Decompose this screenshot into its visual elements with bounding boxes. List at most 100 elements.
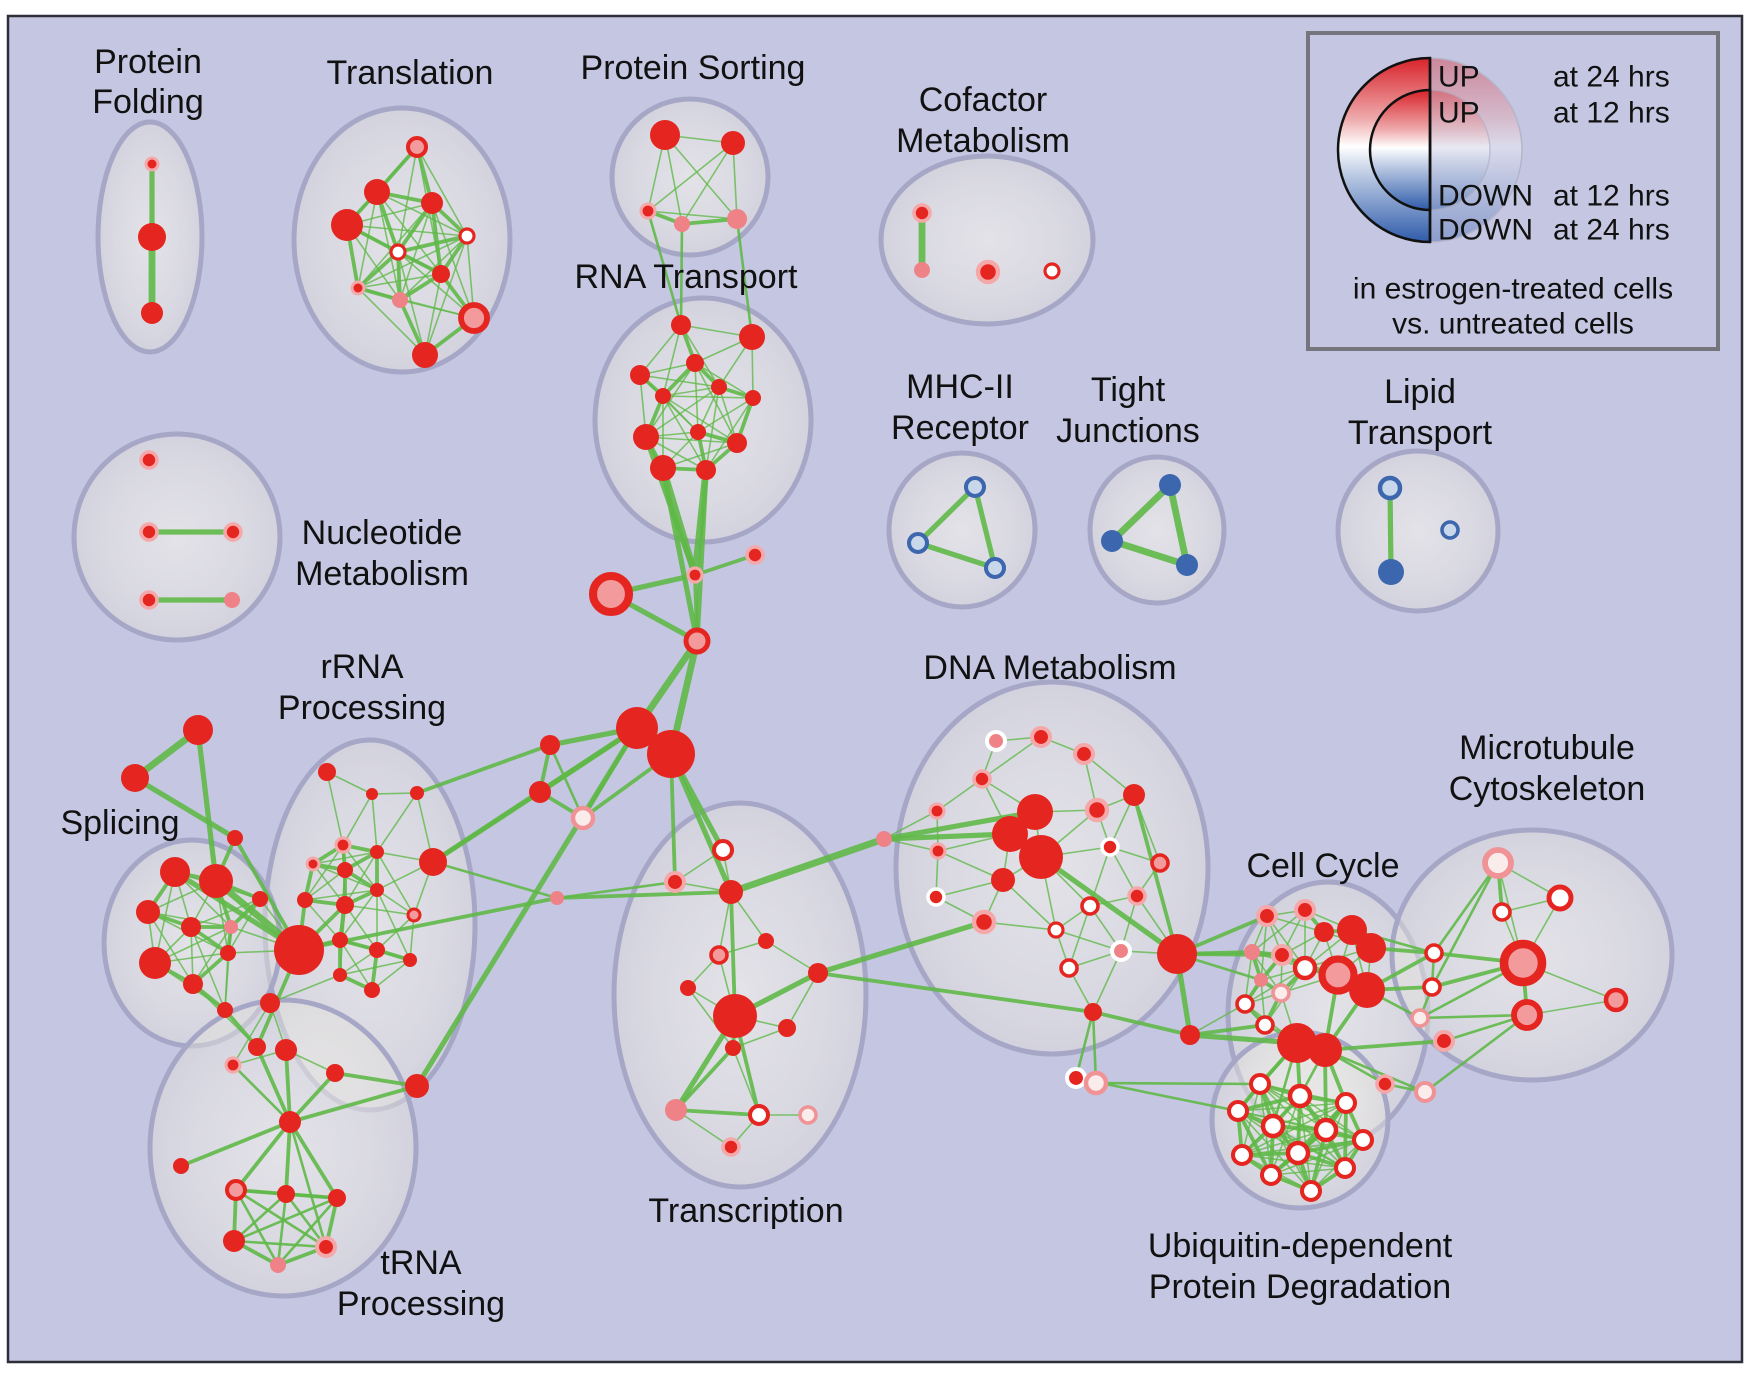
edge-tr [357,191,378,289]
cluster-label-rr: rRNA [320,648,403,686]
edge-link [333,1071,419,1088]
node-y11 [1235,994,1255,1014]
edge-rt [662,324,682,397]
node-cc0 [686,566,704,584]
edge-sp [227,898,261,954]
node-tc8 [713,994,757,1038]
node-d12 [1100,837,1120,857]
node-y7 [1292,955,1318,981]
node-d7 [1019,835,1063,879]
edge-tc [687,987,734,1049]
node-m1 [1546,884,1574,912]
node-rr16 [364,982,380,998]
node-tn3 [223,1230,245,1252]
node-tnh [279,1111,301,1133]
edge-rr [339,889,378,941]
node-sp4 [224,920,238,934]
node-tc7 [680,980,696,996]
edge-tc [786,972,819,1029]
node-tc10 [725,1040,741,1056]
node-tr6 [432,265,450,283]
edge-link [276,1196,339,1267]
edge-link [232,1239,328,1249]
node-lp2 [1440,520,1460,540]
edge-link [255,1045,292,1124]
edge-rr [344,904,378,951]
node-rt1 [739,324,765,350]
edge-rr [339,959,411,976]
node-d16 [1127,886,1147,906]
node-y13 [1255,1015,1275,1035]
edge-link [660,465,700,644]
node-sp10 [248,1038,266,1056]
edge-rt [697,397,754,433]
cluster-label-nm: Nucleotide [302,514,463,552]
edge-ps [664,134,738,220]
edge-rr [344,904,415,916]
cluster-label-cf: Metabolism [896,122,1070,160]
node-rr19 [326,1064,344,1082]
node-nm2 [223,522,243,542]
node-pf1 [138,223,166,251]
edge-link [431,860,559,900]
edge-rr [304,844,344,901]
node-layer [121,120,1629,1273]
node-u3 [1226,1099,1250,1123]
node-lp1 [1378,559,1404,585]
node-y9 [1349,972,1385,1008]
edge-link [1423,1013,1529,1094]
edge-rt [645,436,738,444]
node-pf2 [141,302,163,324]
edge-ps [647,210,738,220]
cluster-label-dm: DNA Metabolism [923,649,1176,687]
edge-ps [732,142,738,220]
node-rr2 [410,786,424,800]
node-ps1 [721,131,745,155]
node-sp0 [160,857,190,887]
edge-rt [662,395,754,399]
node-cc4 [616,707,658,749]
node-nm0 [139,450,159,470]
node-tc9 [778,1019,796,1037]
edge-link [1074,1010,1095,1080]
node-rt2 [686,354,704,372]
node-tr1 [364,179,390,205]
cluster-label-pf: Folding [92,83,204,121]
legend-time-label: at 12 hrs [1553,180,1670,213]
cluster-label-ub: Ubiquitin-dependent [1148,1227,1453,1265]
node-cc8 [570,805,596,831]
cluster-label-tn: tRNA [380,1244,462,1282]
node-rr4 [305,856,321,872]
node-m5 [1603,987,1629,1013]
edge-rt [639,324,682,376]
edge-link [234,1188,328,1249]
node-d11 [929,842,947,860]
node-d9 [1123,784,1145,806]
node-u9 [1259,1163,1283,1187]
node-ps4 [727,209,747,229]
node-u4 [1260,1113,1286,1139]
cluster-label-tj: Tight [1091,371,1166,409]
node-nm1 [139,522,159,542]
node-tr0 [405,135,429,159]
edge-cy [1189,1003,1246,1036]
node-w0 [1424,943,1444,963]
node-tc14 [721,1137,741,1157]
node-rt6 [655,388,671,404]
node-u2 [1334,1091,1358,1115]
edge-dm [883,810,938,840]
node-d6 [992,816,1028,852]
edge-link [1432,861,1500,955]
cluster-label-mh: MHC-II [906,368,1014,406]
legend-direction-label: UP [1438,61,1480,94]
legend-time-label: at 24 hrs [1553,61,1670,94]
edge-tr [399,235,468,301]
node-pf0 [144,156,160,172]
edge-ps [647,142,734,212]
node-w2 [1410,1008,1430,1028]
node-rt5 [745,390,761,406]
node-d23 [1084,1003,1102,1021]
node-tr4 [458,227,476,245]
edge-link [234,1120,292,1192]
